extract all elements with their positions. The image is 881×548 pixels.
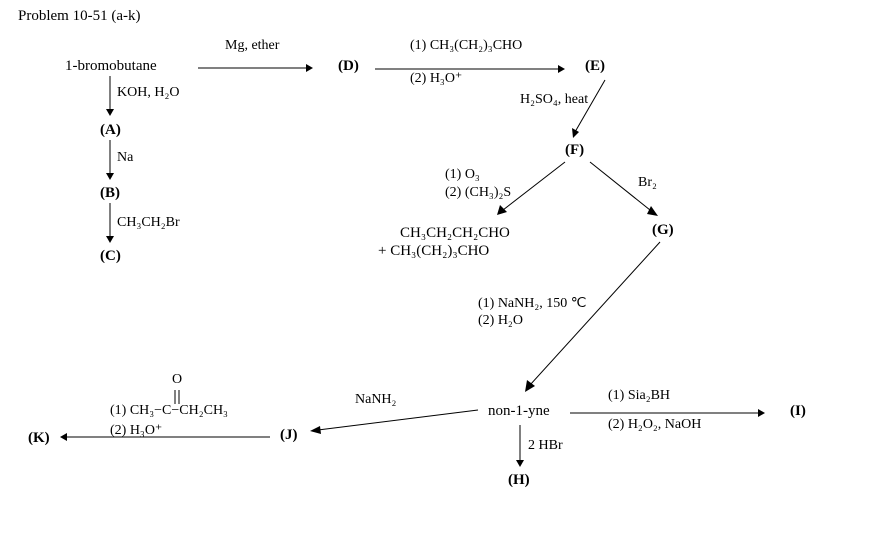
arrow-int-to-j [310,405,480,435]
node-c: (C) [100,248,121,265]
node-b: (B) [100,185,120,202]
reagent-nanh2-1: (1) NaNH₂, 150 ℃ [478,295,586,312]
reagent-cho1: (1) CH₃(CH₂)₃CHO [410,38,522,54]
reagent-hbr: 2 HBr [528,438,563,454]
reagent-h2so4: H₂SO₄, heat [520,92,588,108]
node-e: (E) [585,58,605,75]
reagent-mg-ether: Mg, ether [225,38,279,54]
problem-title: Problem 10-51 (a-k) [18,8,140,25]
reagent-koh-h2o: KOH, H₂O [117,85,179,101]
reagent-sia2bh-2: (2) H₂O₂, NaOH [608,417,701,433]
reagent-nanh2-2: (2) H₂O [478,313,523,329]
node-d: (D) [338,58,359,75]
reagent-ketone-1: (1) CH₃−C−CH₂CH₃ [110,403,228,419]
ketone-double-bond [172,390,182,404]
reagent-br2: Br₂ [638,175,657,191]
reagent-o3-1: (1) O₃ [445,167,480,183]
arrow-start-to-d [198,63,313,73]
arrow-g-to-intermediate [520,242,670,392]
reagent-na: Na [117,150,133,166]
arrow-d-to-e [375,64,565,74]
node-start: 1-bromobutane [65,58,157,75]
reagent-ketone-o: O [172,372,182,388]
reagent-etbr: CH₃CH₂Br [117,215,180,231]
reagent-ketone-2: (2) H₃O⁺ [110,422,162,439]
node-h: (H) [508,472,530,489]
node-intermediate: non-1-yne [488,403,550,420]
node-products-1: CH₃CH₂CH₂CHO [400,225,510,242]
node-i: (I) [790,403,806,420]
node-g: (G) [652,222,674,239]
node-products-2: + CH₃(CH₂)₃CHO [378,243,489,260]
node-a: (A) [100,122,121,139]
node-k: (K) [28,430,50,447]
reagent-nanh2: NaNH₂ [355,392,396,408]
arrow-e-to-f [565,80,615,140]
arrow-a-to-b [105,140,115,180]
node-j: (J) [280,427,298,444]
reagent-cho2: (2) H₃O⁺ [410,70,462,87]
reagent-sia2bh-1: (1) Sia₂BH [608,388,670,404]
arrow-j-to-k [60,432,270,442]
arrow-start-to-a [105,76,115,116]
arrow-b-to-c [105,203,115,243]
arrow-int-to-h [515,425,525,467]
reagent-o3-2: (2) (CH₃)₂S [445,185,511,201]
node-f: (F) [565,142,584,159]
